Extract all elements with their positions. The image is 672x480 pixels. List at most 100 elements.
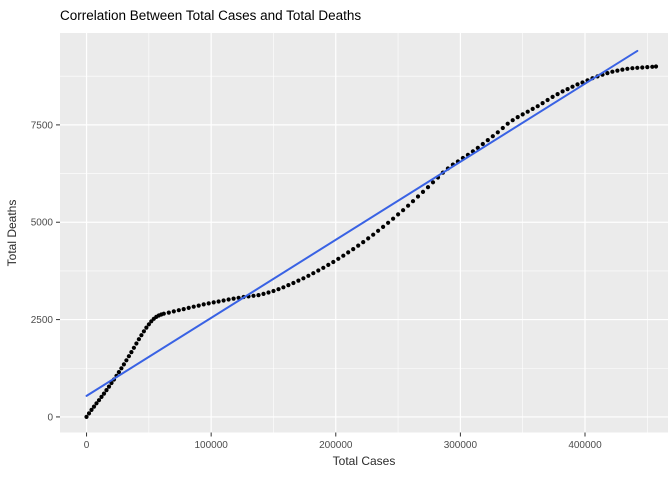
data-point — [261, 291, 266, 296]
data-point — [276, 287, 281, 292]
data-point — [124, 358, 129, 363]
data-point — [401, 208, 406, 213]
data-point — [91, 404, 97, 409]
data-point — [211, 300, 216, 305]
data-point — [226, 297, 231, 302]
data-point — [650, 64, 655, 69]
data-point — [121, 362, 126, 367]
data-point — [510, 118, 515, 123]
data-point — [630, 66, 635, 71]
data-point — [560, 89, 565, 94]
data-point — [490, 134, 495, 139]
data-point — [206, 301, 211, 306]
data-point — [119, 366, 124, 371]
data-point — [425, 185, 431, 190]
data-point — [99, 394, 104, 399]
trend-line-segment — [85, 49, 639, 397]
data-point — [430, 180, 436, 185]
data-point — [485, 138, 490, 143]
data-point — [161, 311, 166, 316]
data-point — [96, 398, 102, 403]
data-point — [231, 296, 236, 301]
data-point — [480, 141, 485, 147]
data-point — [620, 67, 625, 72]
axis-ticks — [56, 124, 586, 437]
data-point — [356, 243, 361, 248]
data-point — [625, 66, 630, 71]
data-point — [311, 271, 316, 276]
data-point — [251, 293, 256, 298]
data-point — [176, 308, 181, 313]
data-point — [271, 288, 276, 294]
data-point — [306, 273, 311, 278]
data-point — [520, 112, 525, 117]
data-point — [136, 337, 141, 342]
data-point — [296, 278, 301, 283]
data-point — [331, 259, 336, 265]
data-point — [570, 84, 575, 89]
data-point — [266, 290, 271, 295]
data-point — [550, 94, 555, 99]
data-point — [286, 283, 291, 288]
data-point — [366, 236, 371, 241]
data-point — [545, 97, 550, 103]
data-point — [391, 216, 396, 221]
data-point — [196, 303, 201, 308]
data-point — [181, 307, 186, 312]
y-tick-labels: 0 2500 5000 7500 — [31, 120, 54, 423]
data-point — [116, 370, 121, 375]
regression-line — [85, 49, 639, 397]
data-point — [653, 64, 659, 69]
y-tick-label: 2500 — [31, 315, 54, 326]
data-point — [605, 71, 610, 76]
x-tick-label: 0 — [84, 440, 90, 451]
y-tick-label: 0 — [47, 412, 53, 423]
data-point — [216, 299, 221, 304]
data-point — [386, 220, 391, 225]
data-point — [475, 145, 480, 150]
data-point — [316, 268, 321, 273]
data-point — [420, 189, 426, 194]
data-point — [610, 69, 615, 74]
data-point — [146, 322, 151, 327]
y-axis-title: Total Deaths — [5, 200, 19, 267]
y-tick-label: 5000 — [31, 218, 54, 229]
data-point — [134, 341, 139, 346]
data-point — [361, 240, 366, 245]
data-point — [381, 224, 386, 229]
data-point — [336, 256, 341, 261]
data-point — [565, 87, 570, 92]
data-point — [166, 310, 171, 315]
data-point — [131, 345, 136, 350]
data-point — [500, 125, 505, 131]
x-tick-label: 100000 — [194, 440, 228, 451]
x-tick-label: 300000 — [444, 440, 478, 451]
data-point — [645, 65, 650, 70]
data-point — [84, 414, 89, 419]
data-point — [351, 247, 356, 252]
data-point — [615, 68, 620, 73]
data-point — [515, 115, 520, 120]
data-point — [89, 407, 94, 412]
data-point — [415, 194, 421, 199]
data-point — [410, 199, 416, 204]
data-point — [530, 106, 535, 111]
y-tick-label: 7500 — [31, 120, 54, 131]
data-point — [326, 262, 331, 267]
x-axis-title: Total Cases — [333, 454, 396, 468]
data-point — [495, 130, 500, 135]
data-point — [129, 350, 134, 355]
data-point — [640, 65, 645, 70]
data-point — [144, 325, 149, 330]
gridlines-minor — [60, 33, 668, 433]
data-point — [86, 411, 92, 416]
data-point — [104, 388, 109, 393]
data-point — [106, 384, 112, 389]
data-point — [396, 212, 401, 217]
data-point — [341, 253, 346, 258]
data-point — [635, 65, 640, 70]
data-point — [535, 104, 540, 109]
data-point — [406, 203, 411, 208]
